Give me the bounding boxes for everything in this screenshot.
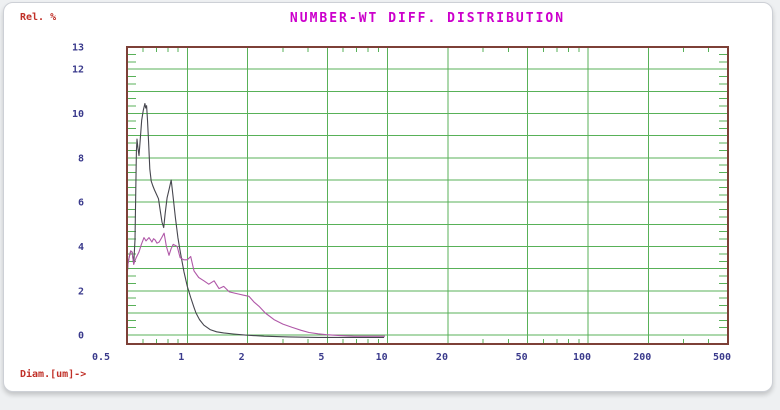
tick-label: 2 [239, 352, 245, 363]
tick-label: 0.5 [92, 352, 110, 363]
tick-label: 0 [78, 331, 84, 342]
tick-label: 12 [72, 65, 84, 76]
tick-label: 50 [516, 352, 528, 363]
tick-label: 10 [72, 109, 84, 120]
number-diff-curve [126, 102, 385, 338]
tick-label: 500 [713, 352, 731, 363]
y-tick-labels: 13 12 10 8 6 4 2 0 [72, 43, 84, 342]
tick-label: 10 [376, 352, 388, 363]
plot-frame [126, 46, 729, 345]
wt-diff-curve [126, 232, 385, 337]
tick-label: 4 [78, 242, 84, 253]
plot-border [126, 46, 729, 345]
series-wt-diff-curve [126, 232, 385, 337]
tick-label: 20 [436, 352, 448, 363]
chart-title: NUMBER-WT DIFF. DISTRIBUTION [289, 11, 566, 26]
x-axis-title: Diam.[um]-> [20, 369, 87, 380]
tick-label: 2 [78, 286, 84, 297]
tick-label: 5 [318, 352, 324, 363]
tick-label: 1 [178, 352, 184, 363]
tick-label: 200 [633, 352, 651, 363]
tick-label: 100 [573, 352, 591, 363]
y-axis-title: Rel. % [20, 12, 57, 23]
x-tick-labels: 0.5 1 2 5 10 20 50 100 200 500 [92, 352, 731, 363]
tick-label: 8 [78, 153, 84, 164]
tick-label: 13 [72, 43, 84, 54]
series-number-diff-curve [126, 102, 385, 338]
window-card: Rel. % NUMBER-WT DIFF. DISTRIBUTION 0.5 1… [3, 2, 773, 392]
tick-label: 6 [78, 198, 84, 209]
grid-lines [127, 47, 728, 344]
